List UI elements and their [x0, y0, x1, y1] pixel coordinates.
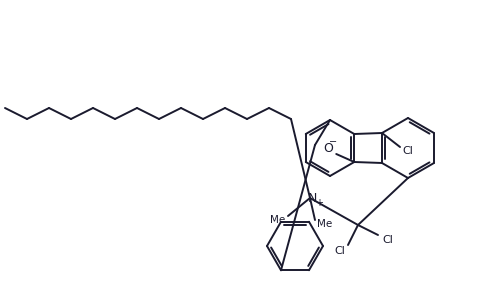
Text: O: O [323, 142, 333, 156]
Text: Me: Me [318, 219, 333, 229]
Text: −: − [329, 137, 337, 147]
Text: Cl: Cl [383, 235, 393, 245]
Text: Cl: Cl [335, 246, 345, 256]
Text: Me: Me [270, 215, 285, 225]
Text: Cl: Cl [403, 146, 413, 156]
Text: +: + [315, 198, 323, 208]
Text: N: N [307, 192, 317, 204]
